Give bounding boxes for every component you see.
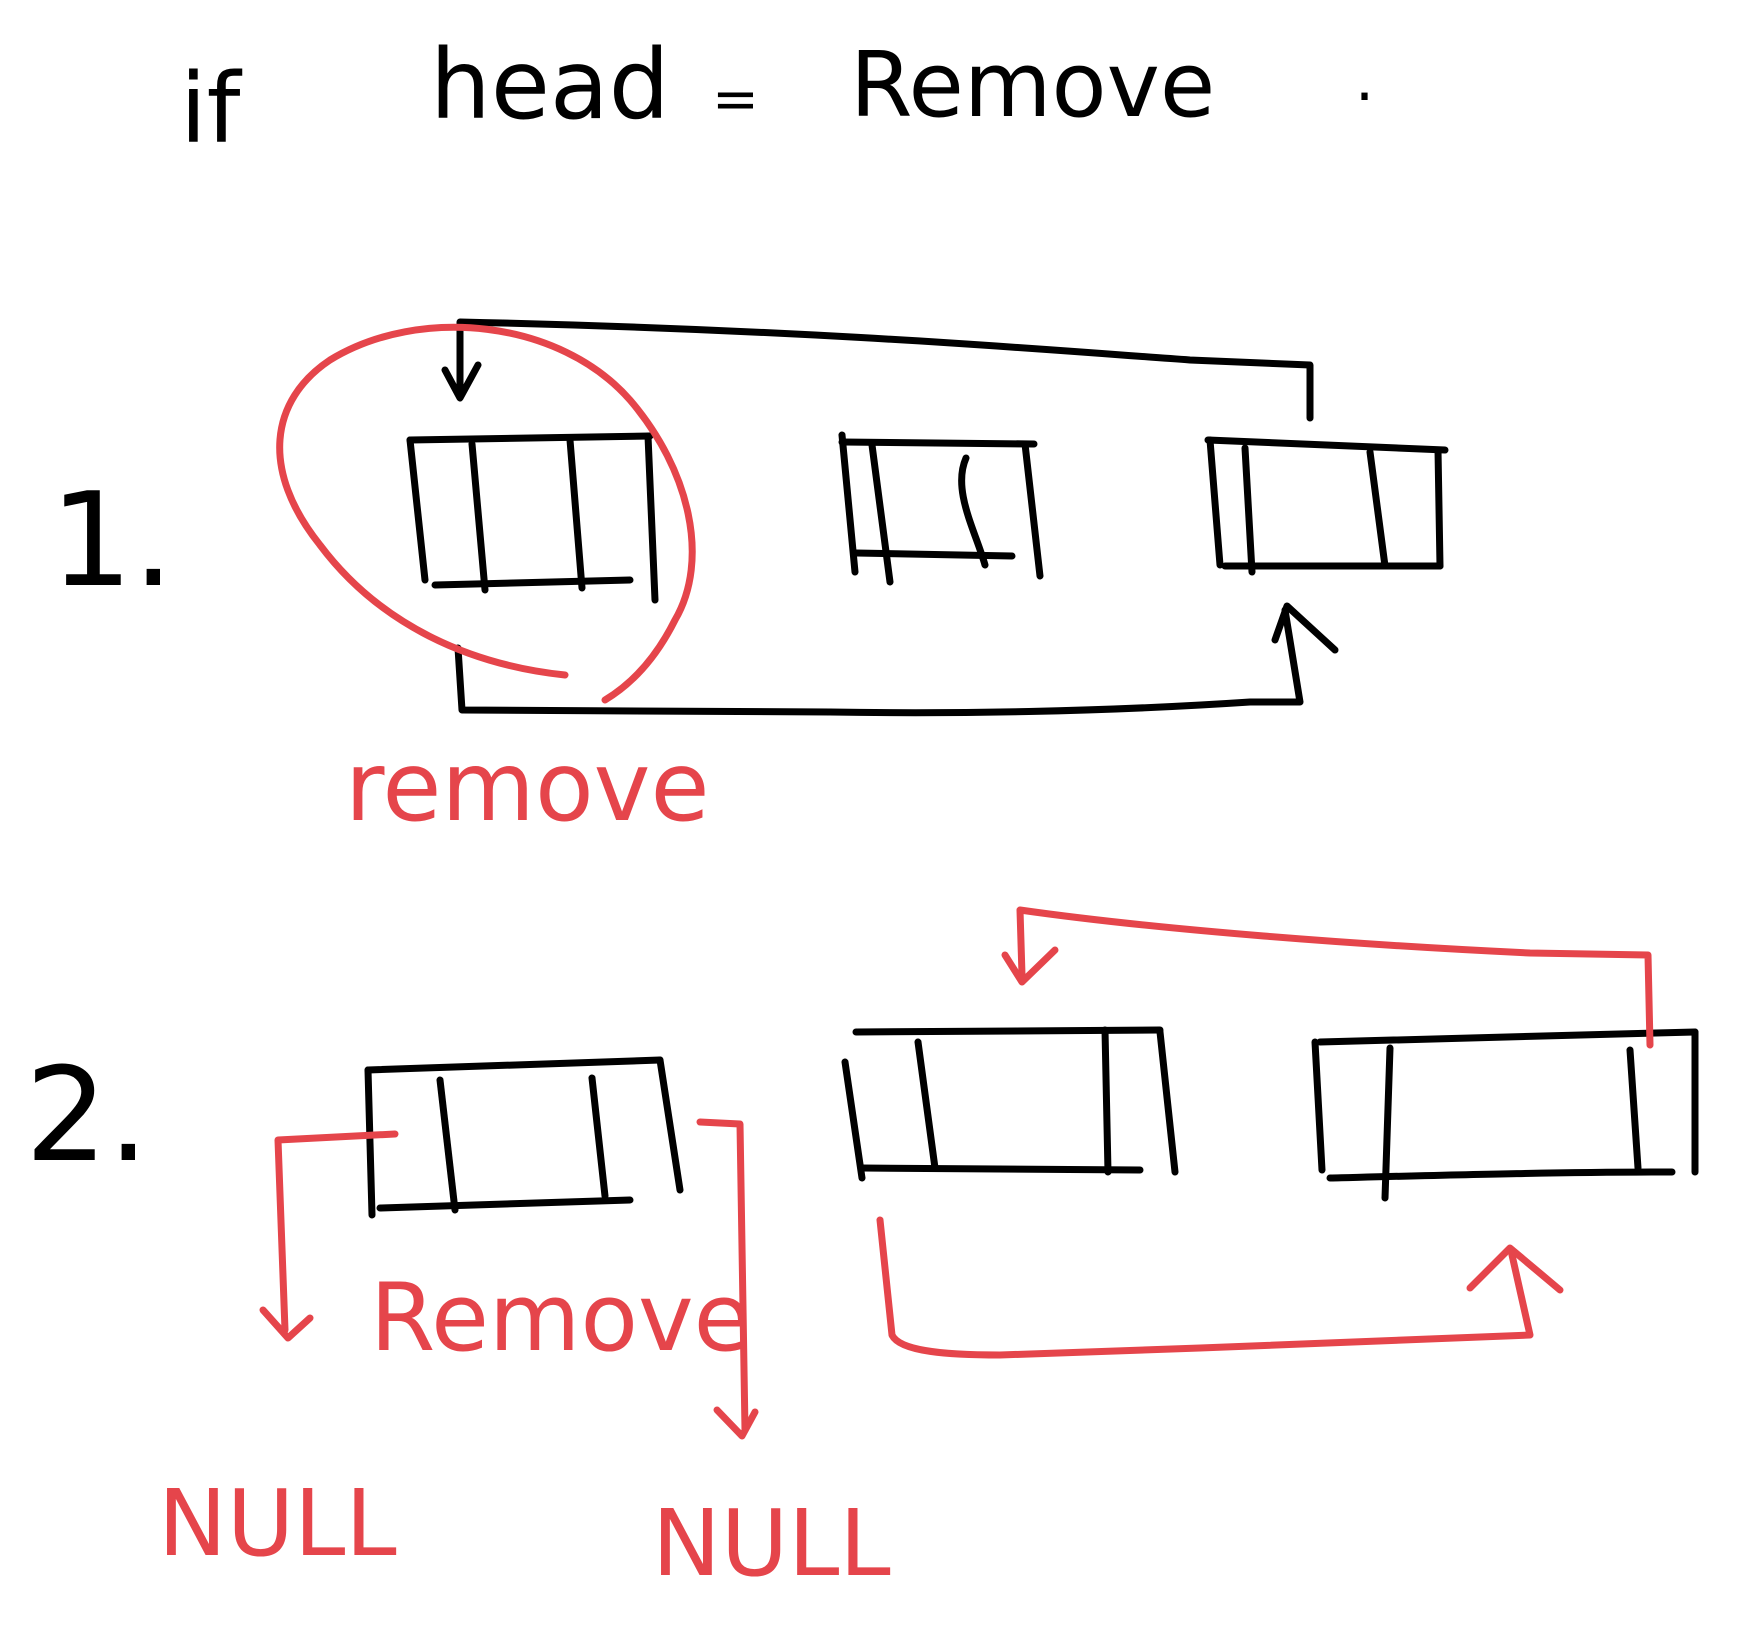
step-1-node-head [410, 436, 655, 600]
step-2-number: 2. [25, 1039, 149, 1191]
step-2: 2. Remove NULL NULL [25, 910, 1695, 1597]
step-2-prev-null-label: NULL [158, 1470, 397, 1577]
step-2-node-removed [368, 1060, 680, 1215]
header-head: head [430, 29, 670, 141]
header: if head = Remove . [180, 29, 1374, 165]
step-2-new-head-to-tail-pointer [880, 1220, 1560, 1355]
step-2-node-tail [1315, 1032, 1695, 1198]
step-2-tail-to-new-head-pointer [1005, 910, 1650, 1045]
step-1-node-tail [1208, 440, 1445, 572]
step-1-node-middle [842, 435, 1040, 582]
header-remove: Remove [850, 33, 1215, 138]
step-1-tail-to-head-pointer [445, 322, 1310, 418]
step-1: 1. [50, 322, 1445, 843]
step-2-annotation: Remove [370, 1264, 751, 1373]
header-period: . [1355, 45, 1374, 115]
header-if: if [180, 53, 243, 165]
step-1-number: 1. [50, 464, 174, 616]
step-1-annotation: remove [345, 731, 710, 843]
header-equals: = [712, 67, 759, 132]
step-1-remove-circle [280, 327, 693, 700]
step-1-head-to-tail-pointer [458, 606, 1335, 713]
step-2-next-null-label: NULL [652, 1490, 891, 1597]
step-2-node-new-head [845, 1030, 1175, 1178]
